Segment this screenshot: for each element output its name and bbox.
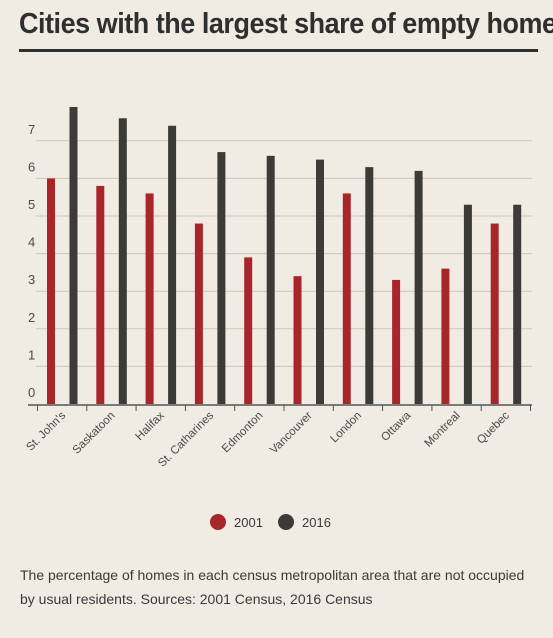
- x-tick-label: Edmonton: [220, 410, 266, 456]
- x-tick-label: Saskatoon: [71, 410, 118, 457]
- bar-2016: [463, 204, 472, 404]
- y-axis-ticks: 0 1 2 3 4 5 6 7: [28, 122, 35, 400]
- chart-title: Cities with the largest share of empty h…: [19, 8, 553, 40]
- bar-2001: [47, 178, 55, 404]
- y-tick-label: 0: [28, 385, 35, 400]
- bar-2016: [168, 125, 177, 404]
- y-tick-label: 7: [28, 122, 35, 137]
- x-tick-label: Montreal: [423, 410, 463, 450]
- legend: 2001 2016: [210, 514, 331, 530]
- x-tick-label: Halifax: [134, 409, 168, 443]
- x-tick-label: Vancouver: [268, 410, 315, 457]
- bar-2016: [69, 106, 78, 405]
- bar-2001: [441, 268, 450, 404]
- bar-2001: [392, 279, 401, 404]
- bar-2016: [365, 167, 374, 404]
- y-tick-label: 4: [28, 235, 35, 250]
- y-tick-label: 3: [28, 272, 35, 287]
- x-tick-label: Quebec: [475, 409, 512, 446]
- bar-2016: [118, 118, 127, 405]
- bar-2016: [513, 204, 522, 404]
- title-rule: [19, 49, 538, 52]
- y-tick-label: 2: [28, 310, 35, 325]
- bar-2016: [217, 152, 226, 404]
- legend-marker-2016: [278, 514, 294, 530]
- bar-2016: [414, 170, 423, 404]
- bar-2001: [490, 223, 499, 404]
- bar-2001: [342, 193, 351, 404]
- bar-2001: [96, 185, 105, 404]
- legend-marker-2001: [210, 514, 226, 530]
- bars: [47, 106, 522, 405]
- gridlines: [36, 140, 532, 367]
- chart-caption: The percentage of homes in each census m…: [20, 567, 525, 607]
- x-tick-label: Ottawa: [379, 409, 414, 444]
- x-tick-label: St. John's: [24, 409, 68, 453]
- y-tick-label: 5: [28, 197, 35, 212]
- y-tick-label: 6: [28, 159, 35, 174]
- bar-2001: [145, 193, 154, 404]
- legend-label: 2016: [302, 515, 331, 530]
- bar-2001: [194, 223, 203, 404]
- legend-label: 2001: [234, 515, 263, 530]
- bar-2016: [266, 155, 275, 404]
- bar-2016: [316, 159, 324, 404]
- bar-2001: [293, 276, 302, 404]
- y-tick-label: 1: [28, 347, 35, 362]
- x-tick-label: London: [328, 410, 364, 446]
- x-axis: [28, 404, 532, 411]
- bar-2001: [244, 257, 253, 404]
